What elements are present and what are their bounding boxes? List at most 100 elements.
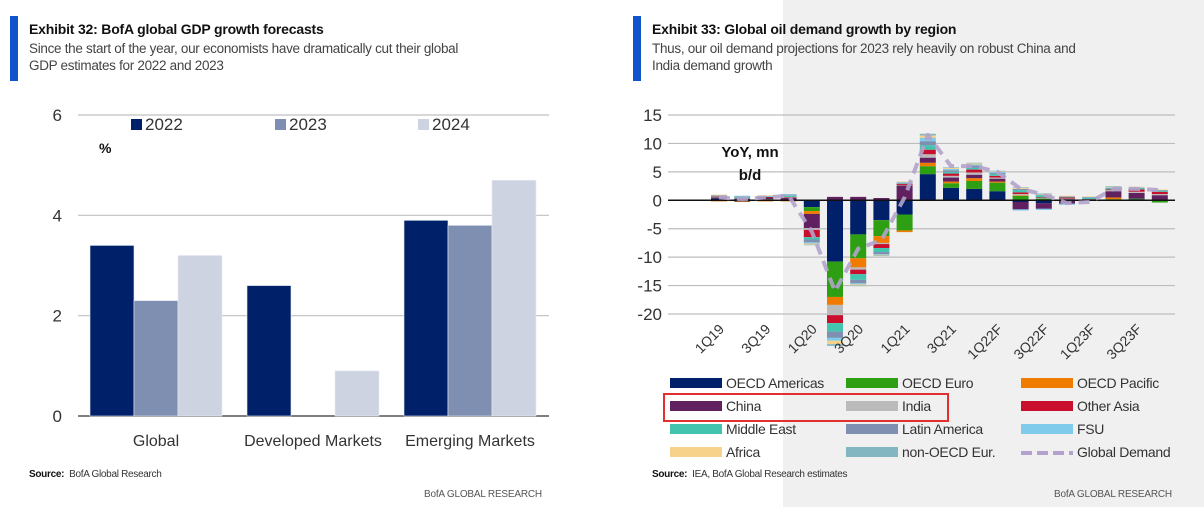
legend-swatch bbox=[1021, 424, 1073, 434]
legend-swatch bbox=[846, 378, 898, 388]
bar-segment-latin-america-3Q22F bbox=[1035, 194, 1052, 196]
bar-segment-africa-2Q22F bbox=[1012, 187, 1029, 189]
legend-label: 2023 bbox=[289, 115, 327, 134]
bar-segment-middle-east-1Q22F bbox=[989, 174, 1006, 176]
exhibit-title: Exhibit 33: Global oil demand growth by … bbox=[652, 21, 957, 37]
legend-label: Middle East bbox=[726, 421, 796, 437]
legend-item-global-demand: Global Demand bbox=[1021, 443, 1171, 461]
bar-segment-fsu-1Q21 bbox=[896, 182, 913, 183]
legend-item-other-asia: Other Asia bbox=[1021, 397, 1140, 415]
bar-segment-other-asia-2Q20 bbox=[827, 315, 843, 324]
bar-segment-oecd-pacific-4Q20 bbox=[873, 236, 890, 243]
bar-segment-oecd-pacific-2Q19 bbox=[734, 201, 751, 203]
gdp-bar-chart: 0 2 4 6% Global Developed Markets Emerging Mar… bbox=[53, 106, 549, 450]
x-tick-label: 3Q19 bbox=[738, 321, 774, 357]
bar-segment-latin-america-4Q20 bbox=[873, 252, 890, 255]
legend-item-oecd-euro: OECD Euro bbox=[846, 374, 974, 392]
legend-swatch bbox=[131, 119, 142, 130]
bar-2024-global bbox=[177, 255, 223, 417]
legend-swatch bbox=[1021, 378, 1073, 388]
x-tick-label: 1Q22F bbox=[964, 321, 1006, 363]
bar-segment-oecd-americas-1Q21 bbox=[896, 200, 913, 215]
bar-segment-china-1Q22F bbox=[989, 178, 1006, 182]
bar-segment-india-4Q20 bbox=[873, 242, 890, 245]
bar-segment-oecd-americas-2Q20 bbox=[827, 200, 843, 262]
legend-label: India bbox=[902, 398, 931, 414]
bar-segment-india-4Q22F bbox=[1059, 198, 1075, 200]
legend-item-oecd-americas: OECD Americas bbox=[670, 374, 824, 392]
bar-segment-india-3Q22F bbox=[1035, 198, 1052, 199]
bar-segment-fsu-1Q23F bbox=[1082, 196, 1099, 198]
bar-segment-oecd-euro-3Q20 bbox=[850, 234, 867, 259]
y-axis-label-line1: YoY, mn bbox=[721, 144, 778, 161]
bar-segment-fsu-4Q19 bbox=[780, 194, 797, 196]
bar-segment-china-4Q23F bbox=[1151, 195, 1168, 200]
bar-segment-oecd-americas-4Q20 bbox=[873, 200, 890, 221]
legend-swatch bbox=[275, 119, 286, 130]
bar-segment-oecd-euro-3Q23F bbox=[1128, 198, 1145, 200]
bar-segment-latin-america-1Q23F bbox=[1082, 197, 1099, 199]
bar-segment-fsu-2Q20 bbox=[827, 337, 843, 341]
bar-segment-middle-east-4Q19 bbox=[780, 195, 797, 197]
legend-label: Latin America bbox=[902, 421, 983, 437]
bar-segment-middle-east-1Q20 bbox=[803, 237, 820, 240]
legend-swatch bbox=[670, 447, 722, 457]
bar-segment-latin-america-2Q20 bbox=[827, 331, 843, 338]
y-tick-label: 2 bbox=[53, 307, 62, 326]
bar-segment-africa-4Q22F bbox=[1059, 195, 1075, 197]
legend-label: 2022 bbox=[145, 115, 183, 134]
legend-label: OECD Pacific bbox=[1077, 375, 1159, 391]
bar-segment-oecd-euro-1Q21 bbox=[896, 214, 913, 231]
bar-segment-oecd-euro-2Q20 bbox=[827, 261, 843, 297]
bar-segment-oecd-pacific-1Q22F bbox=[989, 181, 1006, 183]
legend-swatch bbox=[1021, 450, 1073, 455]
bar-segment-other-asia-1Q23F bbox=[1082, 199, 1099, 200]
bar-2023-emerging-markets bbox=[447, 225, 493, 417]
bar-segment-middle-east-2Q22F bbox=[1012, 190, 1029, 193]
bar-segment-latin-america-4Q22F bbox=[1059, 196, 1075, 197]
legend-item-middle-east: Middle East bbox=[670, 420, 796, 438]
bar-segment-oecd-euro-4Q23F bbox=[1151, 200, 1168, 203]
bar-segment-other-asia-4Q23F bbox=[1151, 191, 1168, 195]
x-tick-label: 1Q19 bbox=[692, 321, 728, 357]
bar-segment-oecd-euro-4Q21 bbox=[966, 180, 983, 189]
legend-swatch bbox=[846, 447, 898, 457]
exhibit-32-panel: Exhibit 32: BofA global GDP growth forec… bbox=[0, 0, 600, 507]
bar-segment-india-1Q22F bbox=[989, 177, 1006, 179]
bar-segment-middle-east-4Q22F bbox=[1059, 196, 1075, 198]
bar-segment-africa-1Q20 bbox=[803, 243, 820, 245]
bar-segment-middle-east-2Q21 bbox=[919, 145, 936, 150]
bar-segment-oecd-pacific-2Q21 bbox=[919, 162, 936, 167]
bar-segment-middle-east-2Q20 bbox=[827, 323, 843, 332]
x-tick-label: 3Q21 bbox=[924, 321, 960, 357]
y-tick-label: 0 bbox=[653, 191, 662, 210]
bar-segment-oecd-pacific-2Q22F bbox=[1012, 195, 1029, 196]
bar-segment-china-2Q20 bbox=[827, 196, 843, 201]
bar-segment-oecd-pacific-2Q23F bbox=[1105, 197, 1122, 200]
bar-segment-middle-east-1Q23F bbox=[1082, 198, 1099, 200]
bar-segment-non-oecd-eur--4Q20 bbox=[873, 255, 890, 257]
bar-segment-china-4Q20 bbox=[873, 198, 890, 201]
bar-segment-middle-east-3Q20 bbox=[850, 274, 867, 280]
y-axis-label: % bbox=[99, 140, 112, 156]
bar-segment-oecd-pacific-3Q21 bbox=[943, 181, 959, 184]
bar-segment-latin-america-2Q22F bbox=[1012, 188, 1029, 191]
legend-label: China bbox=[726, 398, 762, 414]
legend-label: 2024 bbox=[432, 115, 470, 134]
legend-label: OECD Americas bbox=[726, 375, 825, 391]
bar-segment-africa-4Q23F bbox=[1151, 189, 1168, 191]
bar-segment-india-3Q20 bbox=[850, 267, 867, 270]
bar-segment-china-3Q20 bbox=[850, 196, 867, 201]
legend-label: Other Asia bbox=[1077, 398, 1140, 414]
bar-segment-china-3Q21 bbox=[943, 177, 959, 182]
source-note: Source: IEA, BofA Global Research estima… bbox=[652, 469, 848, 480]
bar-segment-oecd-americas-3Q21 bbox=[943, 187, 959, 201]
bar-segment-non-oecd-eur--4Q19 bbox=[780, 194, 797, 195]
bar-segment-oecd-pacific-4Q21 bbox=[966, 178, 983, 181]
bar-segment-africa-4Q21 bbox=[966, 163, 983, 165]
bar-segment-oecd-euro-3Q22F bbox=[1035, 198, 1052, 201]
bar-segment-middle-east-1Q21 bbox=[896, 183, 913, 184]
y-tick-label: 15 bbox=[643, 106, 662, 125]
bar-segment-oecd-euro-1Q20 bbox=[803, 207, 820, 212]
exhibit-subtitle-line1: Thus, our oil demand projections for 202… bbox=[652, 41, 1076, 56]
